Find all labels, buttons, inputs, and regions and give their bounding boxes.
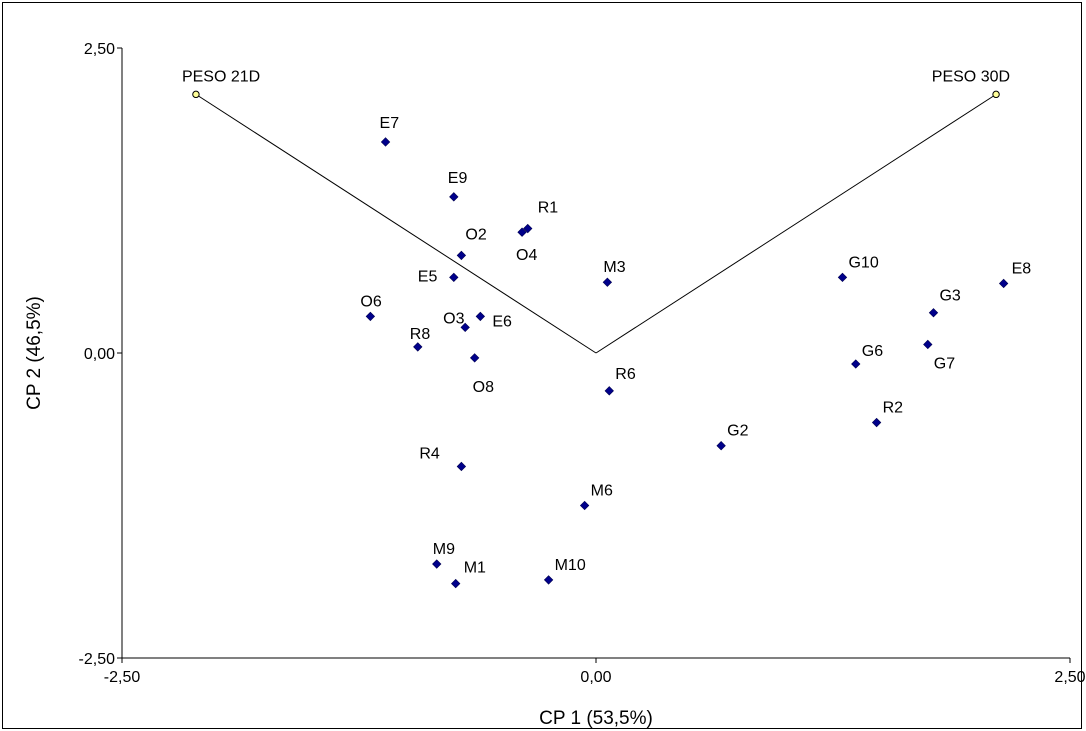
point-label: G3 [939,288,960,305]
point-m10 [543,575,554,585]
point-label: M10 [555,557,586,574]
point-e6 [475,311,486,322]
point-m9 [432,559,442,569]
point-label: G6 [862,343,883,360]
point-e8 [998,278,1009,289]
point-label: R2 [883,400,904,417]
point-label: R6 [615,366,636,383]
point-e9 [449,192,459,202]
point-r1 [523,223,533,234]
point-label: E8 [1012,260,1032,277]
point-label: M3 [603,259,625,276]
point-e5 [449,272,459,283]
point-g7 [923,339,933,350]
point-r6 [604,386,614,396]
vector-line [595,93,997,354]
point-label: O3 [443,310,464,327]
point-o8 [469,353,480,363]
y-tick-label: -2,50 [79,651,116,668]
point-r8 [413,342,423,352]
point-g3 [928,308,939,318]
point-label: O6 [360,293,381,310]
vectors: PESO 21D PESO 30D [182,68,1010,354]
point-label: G10 [848,254,878,271]
point-o4 [517,227,527,237]
point-g2 [716,441,726,451]
point-m3 [602,277,613,287]
vector-endpoint [192,90,200,99]
point-r2 [871,417,882,428]
vector-label: PESO 30D [932,68,1010,85]
point-label: R4 [419,445,440,462]
point-label: E9 [448,170,468,187]
point-m1 [451,578,461,589]
point-label: E7 [380,115,400,132]
points: E7 E9 R1 O4 O2 M3 E5 O6 O3 E6 R8 O8 R6 G10 E8 G3 G7 G6 R2 G… [360,115,1032,589]
point-label: O4 [516,247,537,264]
point-label: O2 [465,226,486,243]
x-ticks: -2,50 0,00 2,50 [104,658,1086,686]
point-label: E5 [418,268,438,285]
x-tick-label: 0,00 [580,669,611,686]
point-g10 [837,272,848,283]
point-label: R1 [538,200,559,217]
point-label: M1 [464,560,486,577]
point-o3 [460,322,470,333]
y-ticks: 2,50 0,00 -2,50 [79,41,122,668]
point-label: M6 [591,483,613,500]
vector-endpoint [992,90,1000,99]
point-e7 [380,137,391,147]
y-tick-label: 0,00 [84,346,115,363]
vector-line [195,93,597,354]
point-label: G7 [934,355,955,372]
point-r4 [456,461,467,472]
x-tick-label: -2,50 [104,669,141,686]
point-label: R8 [410,326,431,343]
x-tick-label: 2,50 [1054,669,1085,686]
point-o6 [365,311,376,322]
point-o2 [456,250,467,261]
point-g6 [851,359,861,369]
point-label: O8 [473,379,494,396]
y-tick-label: 2,50 [84,41,115,58]
point-label: E6 [492,313,512,330]
vector-label: PESO 21D [182,68,260,85]
point-label: M9 [433,541,455,558]
point-label: G2 [727,423,748,440]
point-m6 [579,500,590,511]
x-axis-label: CP 1 (53,5%) [539,708,653,729]
y-axis-label: CP 2 (46,5%) [24,296,45,410]
